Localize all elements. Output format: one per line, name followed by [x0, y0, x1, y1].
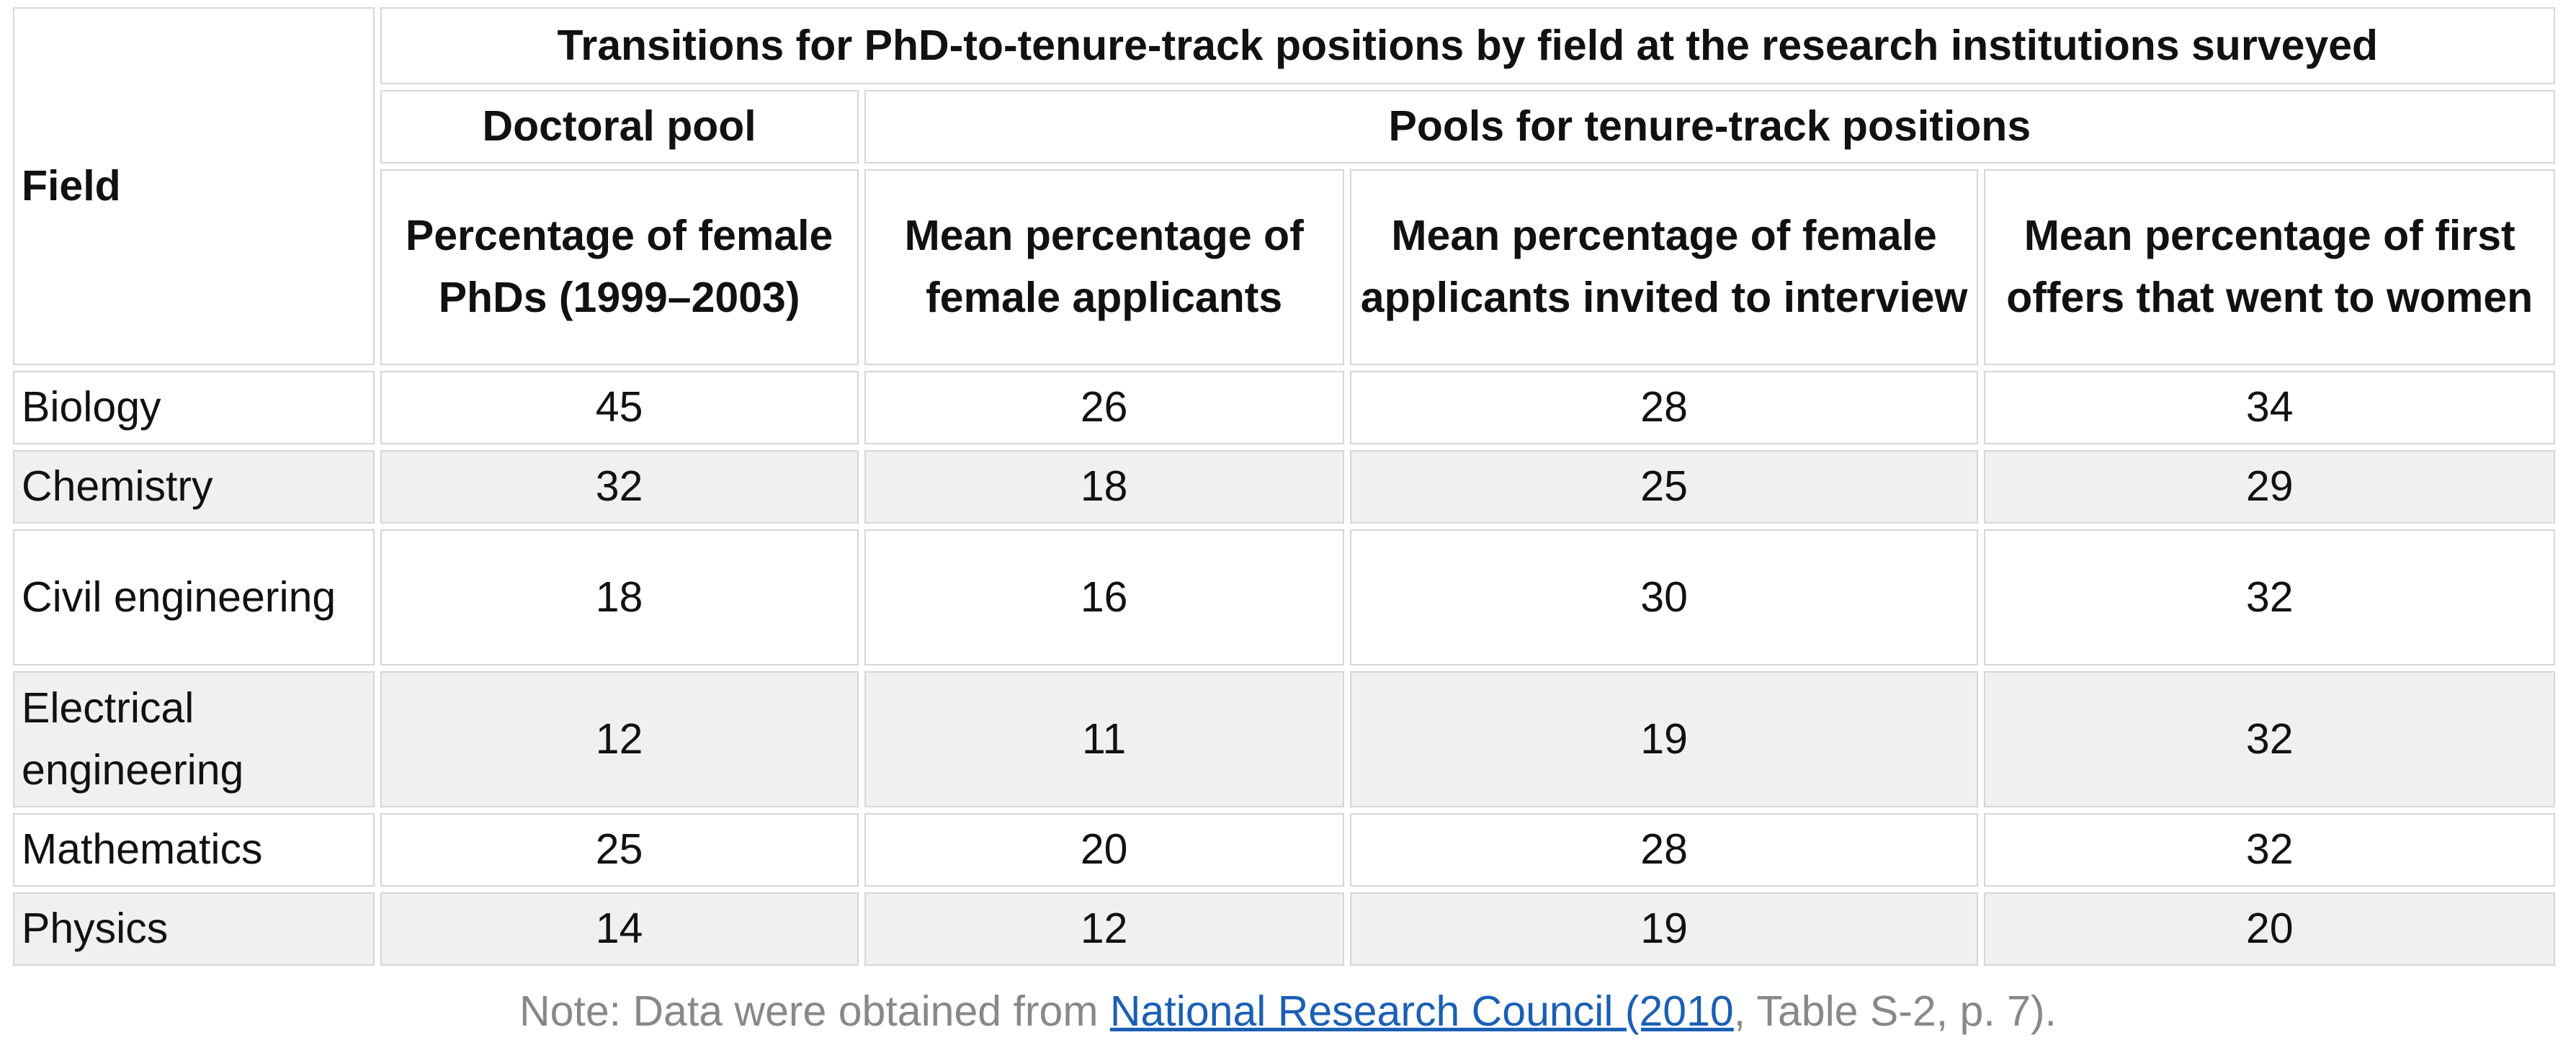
table-row: Civil engineering 18 16 30 32: [13, 529, 2555, 665]
table-row: Biology 45 26 28 34: [13, 371, 2555, 444]
cell-female-phds: 32: [380, 450, 859, 524]
row-field-label: Electrical engineering: [13, 671, 375, 807]
group-header-tenure: Pools for tenure-track positions: [864, 90, 2555, 163]
cell-invited-to-interview: 28: [1349, 813, 1979, 887]
row-field-label: Physics: [13, 892, 375, 966]
table-row: Electrical engineering 12 11 19 32: [13, 671, 2555, 807]
cell-female-phds: 25: [380, 813, 859, 887]
cell-invited-to-interview: 28: [1349, 371, 1979, 444]
column-header-female-phds: Percentage of female PhDs (1999–2003): [380, 169, 859, 365]
cell-invited-to-interview: 30: [1349, 529, 1979, 665]
column-header-female-applicants: Mean percentage of female applicants: [864, 169, 1344, 365]
cell-female-applicants: 12: [864, 892, 1344, 966]
cell-female-applicants: 26: [864, 371, 1344, 444]
source-note: Note: Data were obtained from National R…: [0, 987, 2576, 1036]
column-header-first-offers: Mean percentage of first offers that wen…: [1984, 169, 2555, 365]
cell-female-applicants: 20: [864, 813, 1344, 887]
table-row: Mathematics 25 20 28 32: [13, 813, 2555, 887]
cell-first-offers: 29: [1984, 450, 2555, 524]
note-suffix: , Table S-2, p. 7).: [1733, 987, 2057, 1035]
citation-link[interactable]: National Research Council (2010: [1109, 987, 1734, 1035]
row-field-label: Biology: [13, 371, 375, 444]
cell-female-applicants: 11: [864, 671, 1344, 807]
row-field-label: Chemistry: [13, 450, 375, 524]
cell-first-offers: 32: [1984, 671, 2555, 807]
cell-female-phds: 45: [380, 371, 859, 444]
note-prefix: Note: Data were obtained from: [519, 987, 1110, 1035]
cell-first-offers: 32: [1984, 813, 2555, 887]
table-row: Physics 14 12 19 20: [13, 892, 2555, 966]
column-header-invited-to-interview: Mean percentage of female applicants inv…: [1349, 169, 1979, 365]
cell-first-offers: 34: [1984, 371, 2555, 444]
cell-invited-to-interview: 25: [1349, 450, 1979, 524]
cell-invited-to-interview: 19: [1349, 671, 1979, 807]
row-field-label: Mathematics: [13, 813, 375, 887]
table-container: Field Transitions for PhD-to-tenure-trac…: [13, 7, 2567, 972]
cell-female-applicants: 18: [864, 450, 1344, 524]
cell-female-phds: 14: [380, 892, 859, 966]
group-header-doctoral: Doctoral pool: [380, 90, 859, 163]
row-field-label: Civil engineering: [13, 529, 375, 665]
table-title: Transitions for PhD-to-tenure-track posi…: [380, 7, 2555, 84]
cell-first-offers: 20: [1984, 892, 2555, 966]
table-row: Chemistry 32 18 25 29: [13, 450, 2555, 524]
cell-invited-to-interview: 19: [1349, 892, 1979, 966]
cell-first-offers: 32: [1984, 529, 2555, 665]
cell-female-phds: 18: [380, 529, 859, 665]
cell-female-applicants: 16: [864, 529, 1344, 665]
cell-female-phds: 12: [380, 671, 859, 807]
data-table: Field Transitions for PhD-to-tenure-trac…: [7, 1, 2561, 972]
field-column-header: Field: [13, 7, 375, 365]
